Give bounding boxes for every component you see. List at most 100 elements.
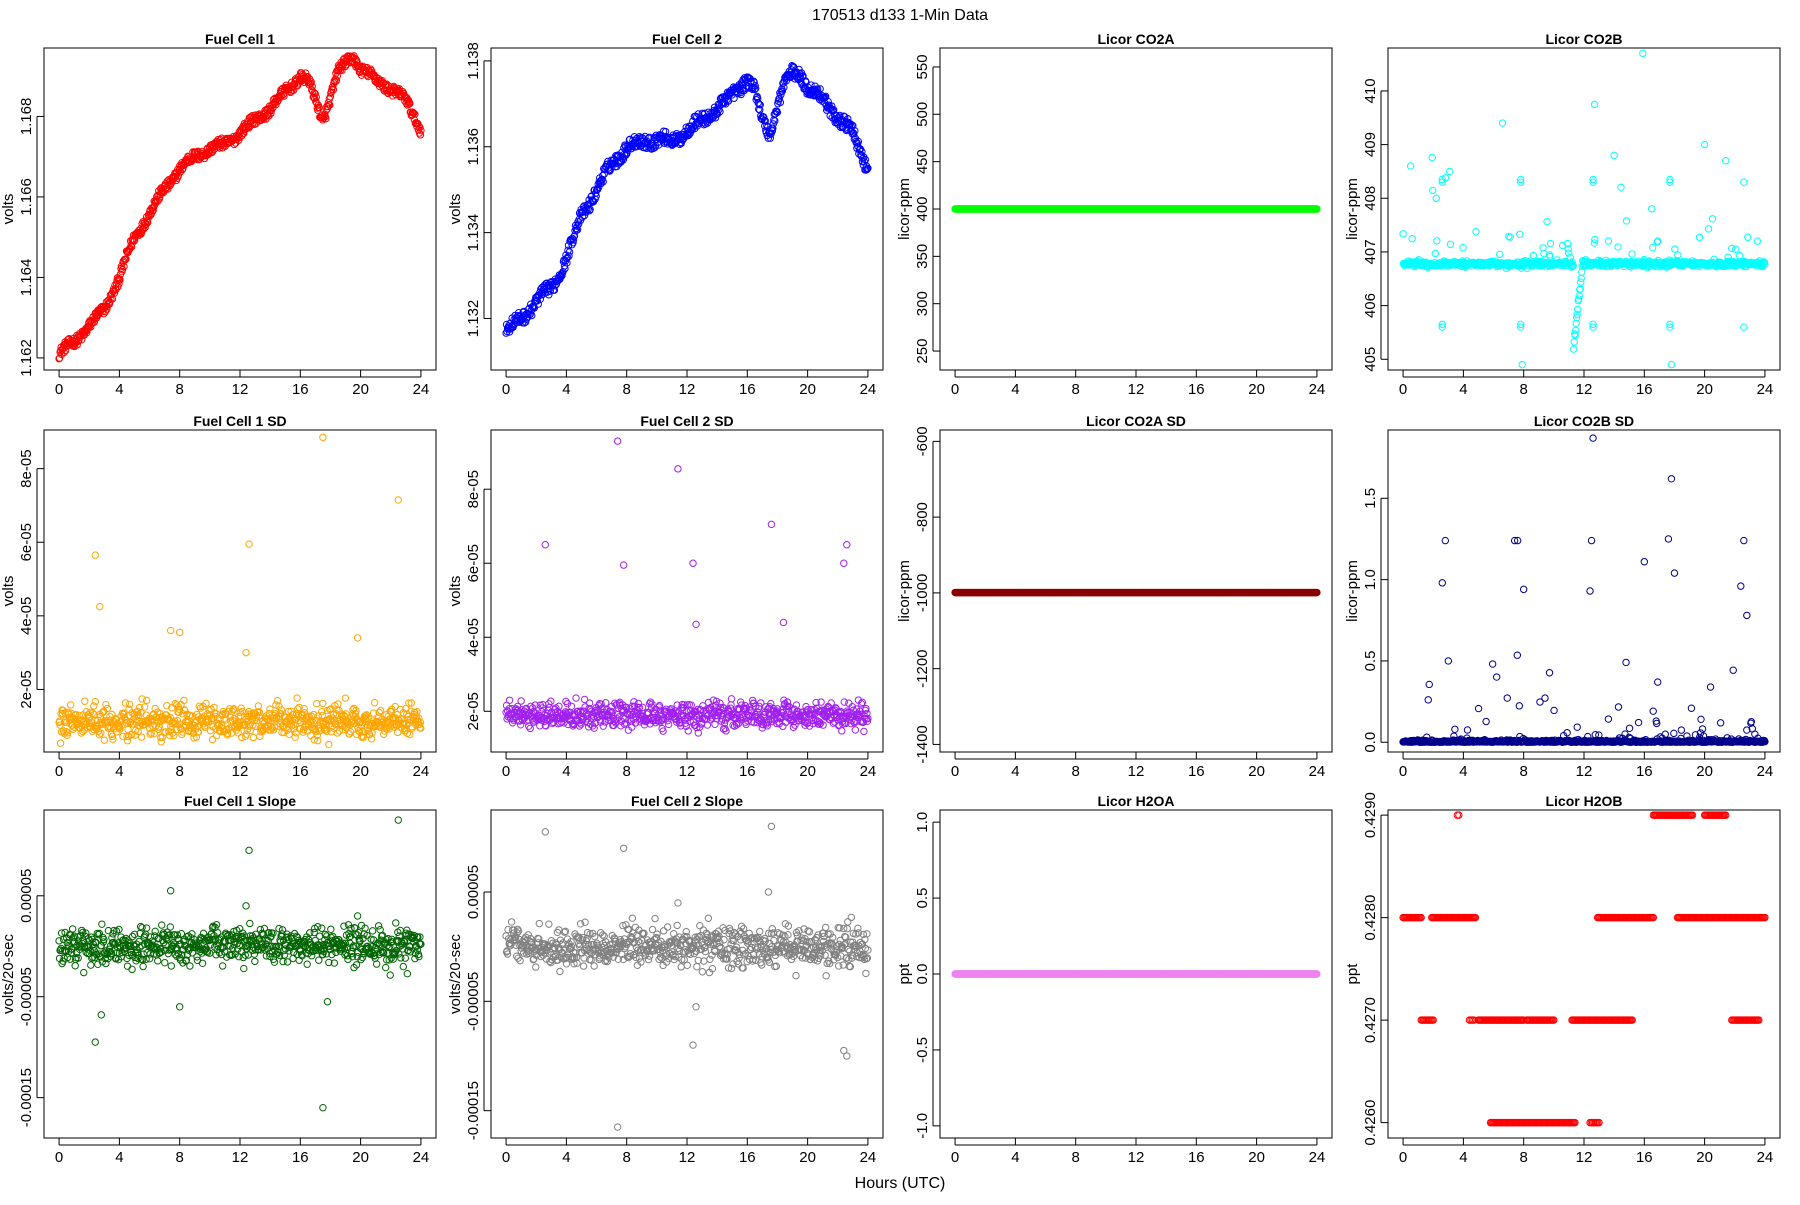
y-tick-label: 250 xyxy=(914,339,931,364)
y-tick-label: 1.168 xyxy=(18,98,35,136)
data-point xyxy=(354,635,360,641)
x-tick-label: 12 xyxy=(1128,381,1145,398)
x-tick-label: 12 xyxy=(1576,381,1593,398)
y-tick-label: 4e-05 xyxy=(465,618,482,656)
y-tick-label: 6e-05 xyxy=(18,523,35,561)
data-point xyxy=(675,466,681,472)
y-tick-label: 450 xyxy=(914,149,931,174)
y-tick-label: 500 xyxy=(914,102,931,127)
data-point xyxy=(1430,187,1436,193)
data-point xyxy=(728,696,734,702)
y-tick-label: 6e-05 xyxy=(465,544,482,582)
data-point xyxy=(844,542,850,548)
data-point xyxy=(377,707,383,713)
data-point xyxy=(92,698,98,704)
data-points xyxy=(1400,50,1768,368)
data-point xyxy=(82,698,88,704)
data-point xyxy=(1571,339,1577,345)
x-tick-label: 12 xyxy=(232,763,249,780)
y-axis-label: licor-ppm xyxy=(1344,178,1361,240)
x-tick-label: 0 xyxy=(502,763,510,780)
x-tick-label: 20 xyxy=(799,381,816,398)
x-tick-label: 20 xyxy=(1696,381,1713,398)
data-point xyxy=(347,728,353,734)
y-tick-label: 1.166 xyxy=(18,178,35,216)
x-tick-label: 0 xyxy=(951,381,959,398)
data-point xyxy=(861,728,867,734)
x-tick-label: 8 xyxy=(623,763,631,780)
data-point xyxy=(690,560,696,566)
y-tick-label: 350 xyxy=(914,244,931,269)
data-points xyxy=(952,589,1320,595)
data-point xyxy=(92,552,98,558)
data-point xyxy=(1517,231,1523,237)
data-point xyxy=(1434,238,1440,244)
x-tick-label: 0 xyxy=(1399,381,1407,398)
data-point xyxy=(1615,244,1621,250)
y-tick-label: 1.138 xyxy=(465,42,482,80)
data-point xyxy=(1709,216,1715,222)
x-tick-label: 0 xyxy=(55,763,63,780)
y-axis-label: volts xyxy=(447,576,464,607)
data-point xyxy=(518,698,524,704)
data-points xyxy=(56,53,424,362)
data-point xyxy=(1578,275,1584,281)
data-point xyxy=(693,621,699,627)
data-points xyxy=(952,206,1320,212)
data-point xyxy=(1668,361,1674,367)
plot-frame xyxy=(1388,48,1780,370)
x-tick-label: 8 xyxy=(176,381,184,398)
data-point xyxy=(1544,218,1550,224)
x-tick-label: 24 xyxy=(860,763,877,780)
data-point xyxy=(1540,245,1546,251)
data-point xyxy=(1605,238,1611,244)
x-tick-label: 16 xyxy=(1188,381,1205,398)
data-point xyxy=(1611,152,1617,158)
data-point xyxy=(1696,234,1702,240)
data-point xyxy=(841,699,847,705)
data-point xyxy=(1705,226,1711,232)
panel-title: Fuel Cell 1 xyxy=(205,31,275,47)
data-point xyxy=(67,702,73,708)
x-tick-label: 24 xyxy=(413,381,430,398)
data-point xyxy=(1547,240,1553,246)
data-point xyxy=(542,542,548,548)
data-point xyxy=(1672,246,1678,252)
panel-title: Fuel Cell 2 SD xyxy=(640,413,733,429)
y-axis-label: volts xyxy=(0,194,17,225)
y-tick-label: 1.132 xyxy=(465,300,482,338)
panel-title: Licor CO2A xyxy=(1097,31,1174,47)
data-point xyxy=(314,700,320,706)
data-point xyxy=(1741,324,1747,330)
data-point xyxy=(138,734,144,740)
data-point xyxy=(167,627,173,633)
data-point xyxy=(243,649,249,655)
data-point xyxy=(57,740,63,746)
x-tick-label: 20 xyxy=(799,763,816,780)
data-point xyxy=(1499,120,1505,126)
panel-title: Fuel Cell 2 xyxy=(652,31,722,47)
x-tick-label: 4 xyxy=(115,381,123,398)
data-point xyxy=(603,700,609,706)
data-point xyxy=(1497,251,1503,257)
x-tick-label: 24 xyxy=(860,381,877,398)
figure-xlabel: Hours (UTC) xyxy=(855,1175,946,1192)
data-point xyxy=(1530,252,1536,258)
data-point xyxy=(768,521,774,527)
y-tick-label: 409 xyxy=(1362,132,1379,157)
plot-frame xyxy=(44,48,436,370)
data-point xyxy=(841,560,847,566)
y-tick-label: 1.162 xyxy=(18,339,35,377)
data-point xyxy=(395,729,401,735)
data-point xyxy=(1565,250,1571,256)
data-point xyxy=(250,734,256,740)
x-tick-label: 20 xyxy=(1248,381,1265,398)
x-tick-label: 16 xyxy=(739,763,756,780)
